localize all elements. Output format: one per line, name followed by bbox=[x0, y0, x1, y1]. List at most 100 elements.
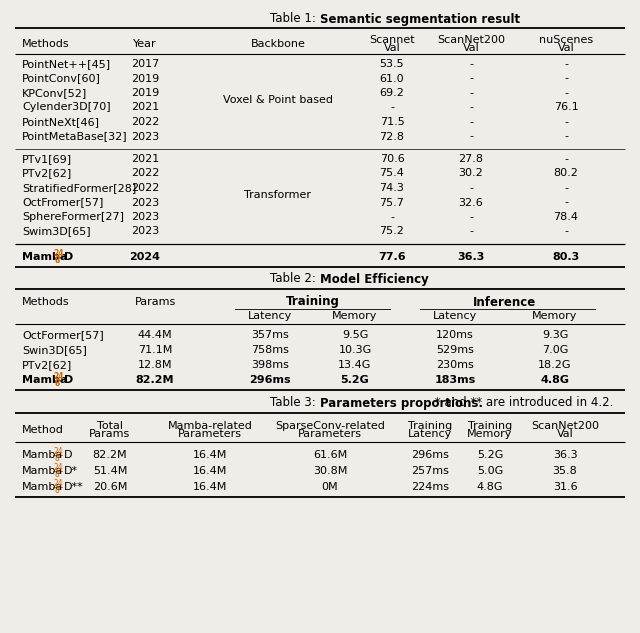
Text: 35.8: 35.8 bbox=[552, 466, 577, 476]
Text: OctFromer[57]: OctFromer[57] bbox=[22, 197, 104, 208]
Text: 2017: 2017 bbox=[131, 59, 159, 69]
Text: PointConv[60]: PointConv[60] bbox=[22, 73, 101, 84]
Text: Val: Val bbox=[463, 43, 479, 53]
Text: Table 2:: Table 2: bbox=[270, 272, 320, 285]
Text: 296ms: 296ms bbox=[249, 375, 291, 385]
Text: 16.4M: 16.4M bbox=[193, 482, 227, 492]
Text: Parameters proportions.: Parameters proportions. bbox=[320, 396, 483, 410]
Text: Methods: Methods bbox=[22, 297, 70, 307]
Text: Parameters: Parameters bbox=[298, 429, 362, 439]
Text: 24: 24 bbox=[53, 479, 63, 488]
Text: 296ms: 296ms bbox=[411, 450, 449, 460]
Text: 2022: 2022 bbox=[131, 117, 159, 127]
Text: 75.7: 75.7 bbox=[380, 197, 404, 208]
Text: 9.5G: 9.5G bbox=[342, 330, 368, 340]
Text: 2022: 2022 bbox=[131, 168, 159, 179]
Text: Transformer: Transformer bbox=[244, 191, 312, 200]
Text: Latency: Latency bbox=[248, 311, 292, 321]
Text: 30.2: 30.2 bbox=[459, 168, 483, 179]
Text: 5.2G: 5.2G bbox=[477, 450, 503, 460]
Text: Backbone: Backbone bbox=[251, 39, 305, 49]
Text: 2022: 2022 bbox=[131, 183, 159, 193]
Text: 529ms: 529ms bbox=[436, 345, 474, 355]
Text: 16.4M: 16.4M bbox=[193, 450, 227, 460]
Text: -: - bbox=[469, 117, 473, 127]
Text: 2023: 2023 bbox=[131, 212, 159, 222]
Text: 36.3: 36.3 bbox=[553, 450, 577, 460]
Text: 2019: 2019 bbox=[131, 88, 159, 98]
Text: Params: Params bbox=[134, 297, 175, 307]
Text: D*: D* bbox=[64, 466, 78, 476]
Text: Parameters: Parameters bbox=[178, 429, 242, 439]
Text: 75.4: 75.4 bbox=[380, 168, 404, 179]
Text: Mamba: Mamba bbox=[22, 252, 67, 262]
Text: Val: Val bbox=[557, 43, 574, 53]
Text: 20.6M: 20.6M bbox=[93, 482, 127, 492]
Text: 398ms: 398ms bbox=[251, 360, 289, 370]
Text: 61.6M: 61.6M bbox=[313, 450, 347, 460]
Text: 120ms: 120ms bbox=[436, 330, 474, 340]
Text: Year: Year bbox=[133, 39, 157, 49]
Text: PTv1[69]: PTv1[69] bbox=[22, 154, 72, 164]
Text: Mamba: Mamba bbox=[22, 375, 67, 385]
Text: 71.5: 71.5 bbox=[380, 117, 404, 127]
Text: -: - bbox=[564, 197, 568, 208]
Text: * and ** are introduced in 4.2.: * and ** are introduced in 4.2. bbox=[431, 396, 613, 410]
Text: 27.8: 27.8 bbox=[458, 154, 483, 164]
Text: -: - bbox=[564, 73, 568, 84]
Text: 72.8: 72.8 bbox=[380, 132, 404, 142]
Text: Mamba: Mamba bbox=[22, 466, 63, 476]
Text: 8: 8 bbox=[54, 470, 60, 479]
Text: 78.4: 78.4 bbox=[554, 212, 579, 222]
Text: 18.2G: 18.2G bbox=[538, 360, 572, 370]
Text: KPConv[52]: KPConv[52] bbox=[22, 88, 87, 98]
Text: 257ms: 257ms bbox=[411, 466, 449, 476]
Text: Memory: Memory bbox=[467, 429, 513, 439]
Text: 30.8M: 30.8M bbox=[313, 466, 347, 476]
Text: SparseConv-related: SparseConv-related bbox=[275, 421, 385, 431]
Text: D: D bbox=[64, 450, 72, 460]
Text: ScanNet200: ScanNet200 bbox=[437, 35, 505, 45]
Text: 71.1M: 71.1M bbox=[138, 345, 172, 355]
Text: -: - bbox=[564, 227, 568, 237]
Text: 80.3: 80.3 bbox=[552, 252, 580, 262]
Text: 13.4G: 13.4G bbox=[339, 360, 372, 370]
Text: Mamba: Mamba bbox=[22, 482, 63, 492]
Text: 230ms: 230ms bbox=[436, 360, 474, 370]
Text: 12.8M: 12.8M bbox=[138, 360, 172, 370]
Text: 0M: 0M bbox=[322, 482, 339, 492]
Text: -: - bbox=[390, 103, 394, 113]
Text: Swin3D[65]: Swin3D[65] bbox=[22, 345, 87, 355]
Text: 24: 24 bbox=[53, 448, 63, 456]
Text: ScanNet200: ScanNet200 bbox=[531, 421, 599, 431]
Text: Table 3:: Table 3: bbox=[271, 396, 320, 410]
Text: 16.4M: 16.4M bbox=[193, 466, 227, 476]
Text: Voxel & Point based: Voxel & Point based bbox=[223, 95, 333, 105]
Text: Inference: Inference bbox=[474, 296, 536, 308]
Text: 24: 24 bbox=[53, 463, 63, 472]
Text: 2021: 2021 bbox=[131, 154, 159, 164]
Text: -: - bbox=[469, 88, 473, 98]
Text: D**: D** bbox=[64, 482, 84, 492]
Text: 80.2: 80.2 bbox=[554, 168, 579, 179]
Text: -: - bbox=[564, 154, 568, 164]
Text: Method: Method bbox=[22, 425, 64, 435]
Text: 4.8G: 4.8G bbox=[541, 375, 570, 385]
Text: 77.6: 77.6 bbox=[378, 252, 406, 262]
Text: Memory: Memory bbox=[332, 311, 378, 321]
Text: 7.0G: 7.0G bbox=[542, 345, 568, 355]
Text: -: - bbox=[469, 59, 473, 69]
Text: Mamba-related: Mamba-related bbox=[168, 421, 252, 431]
Text: 4.8G: 4.8G bbox=[477, 482, 503, 492]
Text: 8: 8 bbox=[54, 454, 60, 463]
Text: -: - bbox=[469, 103, 473, 113]
Text: 24: 24 bbox=[53, 372, 63, 381]
Text: 36.3: 36.3 bbox=[458, 252, 484, 262]
Text: StratifiedFormer[28]: StratifiedFormer[28] bbox=[22, 183, 136, 193]
Text: nuScenes: nuScenes bbox=[539, 35, 593, 45]
Text: 8: 8 bbox=[54, 256, 60, 265]
Text: Training: Training bbox=[285, 296, 339, 308]
Text: Total: Total bbox=[97, 421, 123, 431]
Text: 75.2: 75.2 bbox=[380, 227, 404, 237]
Text: 24: 24 bbox=[53, 249, 63, 258]
